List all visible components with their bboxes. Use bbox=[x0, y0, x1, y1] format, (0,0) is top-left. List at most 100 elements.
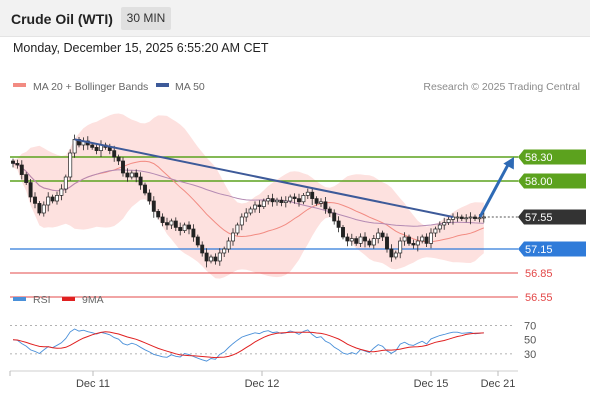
candle-body bbox=[327, 208, 332, 214]
candle-body bbox=[363, 236, 367, 242]
level-tag-label: 58.00 bbox=[525, 176, 553, 188]
candle bbox=[297, 193, 301, 207]
candle-body bbox=[209, 256, 213, 262]
candle bbox=[94, 143, 99, 155]
candle bbox=[283, 196, 288, 208]
candle bbox=[459, 214, 464, 221]
level-tag-bg bbox=[518, 173, 586, 189]
candle bbox=[261, 198, 266, 209]
legend-ma20-label: MA 20 + Bollinger Bands bbox=[33, 81, 148, 93]
candle bbox=[182, 222, 187, 233]
candle-body bbox=[446, 219, 451, 223]
candles bbox=[11, 134, 486, 268]
timeframe-button[interactable]: 30 MIN bbox=[121, 7, 171, 30]
candle-body bbox=[420, 236, 425, 242]
candle bbox=[156, 209, 161, 220]
candle-body bbox=[279, 199, 284, 203]
candle bbox=[160, 213, 165, 227]
candle bbox=[239, 213, 244, 231]
candle-body bbox=[46, 196, 51, 206]
candle bbox=[367, 238, 372, 248]
candle-body bbox=[257, 204, 262, 207]
header-bar: Crude Oil (WTI) 30 MIN bbox=[0, 0, 590, 37]
candle-body bbox=[424, 236, 429, 244]
candle bbox=[173, 217, 178, 231]
level-tag-label: 57.15 bbox=[525, 244, 553, 256]
candle-body bbox=[288, 196, 293, 202]
projection-arrow-shaft bbox=[478, 162, 511, 218]
candle-body bbox=[481, 216, 486, 219]
level-tag-58-30: 58.30 bbox=[518, 149, 586, 165]
candle-body bbox=[182, 224, 187, 231]
candle bbox=[442, 217, 447, 230]
candle bbox=[147, 189, 152, 205]
candle bbox=[398, 237, 403, 259]
ma50-line bbox=[12, 162, 484, 227]
candle-body bbox=[28, 182, 33, 198]
candle bbox=[402, 232, 407, 246]
rsi-line bbox=[12, 328, 484, 362]
candle bbox=[191, 224, 196, 242]
candle bbox=[253, 201, 257, 213]
candle bbox=[288, 194, 293, 204]
candle bbox=[11, 158, 15, 168]
candle-body bbox=[301, 195, 306, 203]
candle-body bbox=[204, 252, 209, 262]
candle bbox=[19, 160, 24, 180]
candle-body bbox=[437, 224, 442, 230]
candle bbox=[231, 228, 235, 246]
candle bbox=[424, 233, 429, 247]
legend-ma20-swatch bbox=[13, 83, 26, 87]
rsi-y-label: 70 bbox=[524, 321, 536, 333]
legend-rsi-swatch bbox=[13, 297, 26, 301]
legend-ma50-label: MA 50 bbox=[175, 81, 205, 93]
legend-ma50-swatch bbox=[156, 83, 169, 87]
candle bbox=[138, 172, 143, 190]
candle bbox=[37, 201, 42, 216]
candle-body bbox=[292, 196, 297, 199]
candle-body bbox=[121, 160, 125, 174]
candle-body bbox=[116, 156, 121, 162]
candle bbox=[41, 201, 46, 217]
candle-body bbox=[147, 192, 152, 202]
x-tick-label: Dec 11 bbox=[76, 378, 110, 390]
candle-body bbox=[200, 244, 205, 254]
candle-body bbox=[235, 224, 240, 234]
candle bbox=[376, 228, 381, 244]
candle-body bbox=[107, 147, 112, 151]
page-title: Crude Oil (WTI) bbox=[11, 11, 113, 27]
candle-body bbox=[376, 232, 381, 239]
candle-body bbox=[248, 208, 253, 214]
candle-body bbox=[398, 240, 403, 254]
level-tags: 58.30 58.00 57.55 57.15 56.85 56.55 bbox=[518, 149, 586, 304]
candle bbox=[15, 159, 20, 169]
candle-body bbox=[41, 204, 46, 214]
level-tag-57-55: 57.55 bbox=[518, 209, 586, 225]
rsi-9ma-line bbox=[12, 331, 484, 359]
candle-body bbox=[151, 200, 156, 212]
candle bbox=[371, 235, 376, 249]
candle-body bbox=[178, 227, 183, 231]
moving-averages bbox=[12, 160, 484, 243]
candle-body bbox=[50, 196, 55, 202]
candle bbox=[336, 216, 341, 233]
candle-body bbox=[59, 188, 64, 196]
candle-body bbox=[283, 200, 288, 203]
candle bbox=[55, 191, 59, 205]
candle bbox=[178, 222, 183, 236]
candle-body bbox=[270, 198, 275, 203]
candle-body bbox=[169, 220, 174, 226]
credit-text: Research © 2025 Trading Central bbox=[423, 81, 580, 93]
candle-body bbox=[341, 227, 345, 238]
candle bbox=[248, 206, 253, 216]
candle-body bbox=[314, 198, 319, 204]
candle bbox=[200, 241, 205, 257]
candle-body bbox=[402, 236, 407, 242]
candle-body bbox=[15, 163, 20, 166]
candle bbox=[385, 233, 389, 253]
candle-body bbox=[129, 172, 134, 178]
candle-body bbox=[222, 248, 227, 254]
candle-body bbox=[415, 240, 420, 246]
level-tag-58-00: 58.00 bbox=[518, 173, 586, 189]
candle-body bbox=[389, 248, 394, 258]
